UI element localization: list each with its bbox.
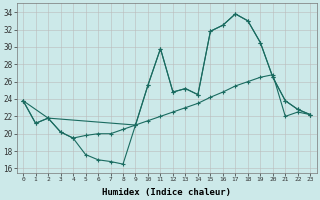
X-axis label: Humidex (Indice chaleur): Humidex (Indice chaleur): [102, 188, 231, 197]
